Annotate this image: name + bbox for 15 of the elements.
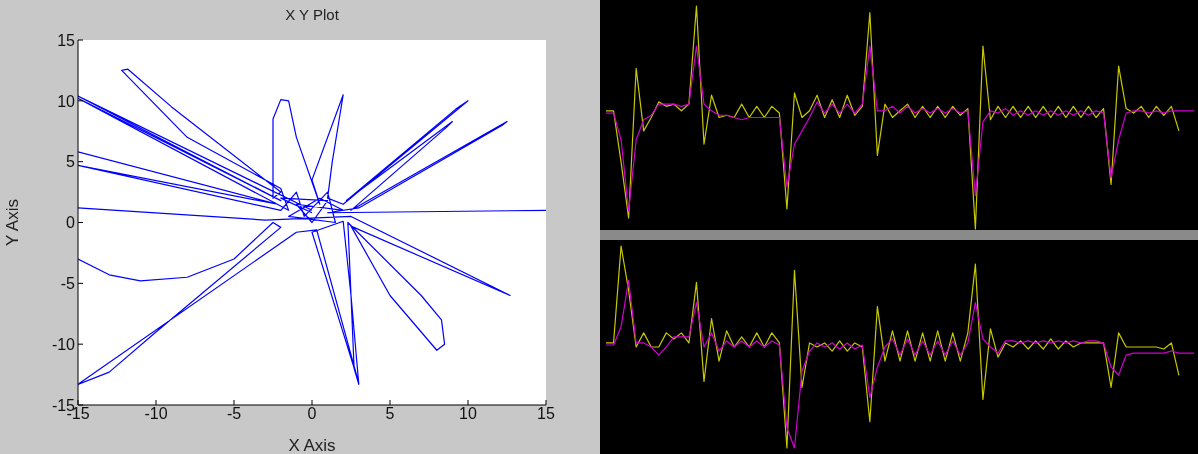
x-tick-label: 0 (307, 405, 317, 423)
x-tick-label: 10 (459, 405, 477, 423)
y-tick-label: -10 (51, 335, 76, 353)
y-tick-label: -5 (60, 275, 76, 293)
x-tick-label: -5 (226, 405, 242, 423)
y-axis-title: Y Axis (3, 199, 23, 246)
y-tick-label: 0 (66, 214, 76, 232)
x-axis-title: X Axis (288, 436, 336, 454)
y-tick-label: 10 (57, 92, 76, 110)
x-tick-label: -10 (144, 405, 168, 423)
x-tick-label: 15 (537, 405, 555, 423)
chart-title: X Y Plot (284, 6, 340, 23)
y-tick-label: 5 (66, 153, 76, 171)
y-tick-label: 15 (57, 31, 76, 49)
x-tick-label: 5 (385, 405, 395, 423)
